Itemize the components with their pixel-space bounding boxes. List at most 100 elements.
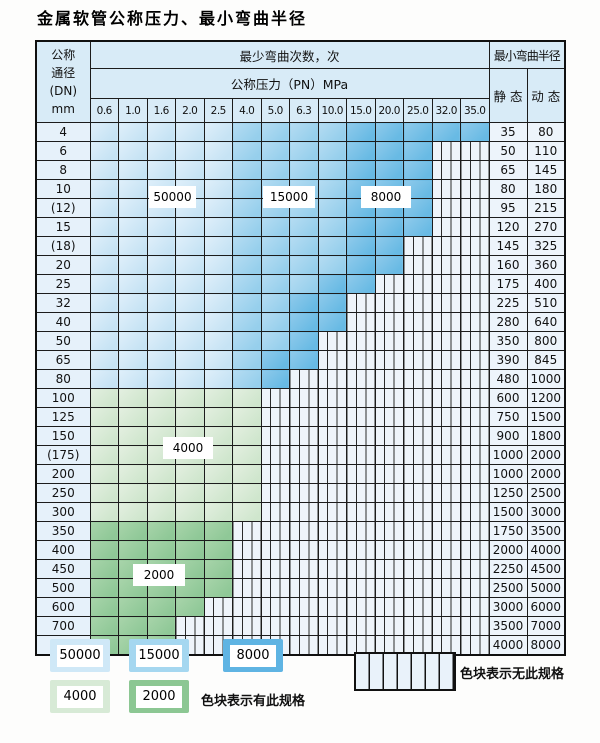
no-spec-cell: [403, 502, 433, 522]
no-spec-cell: [403, 483, 433, 503]
no-spec-cell: [260, 502, 290, 522]
spec-cell: [203, 198, 233, 218]
no-spec-cell: [460, 293, 490, 313]
no-spec-cell: [317, 559, 347, 579]
spec-cell: [146, 312, 176, 332]
band-label-4000: 4000: [163, 437, 213, 459]
spec-cell: [89, 122, 119, 142]
spec-cell: [118, 369, 148, 389]
spec-cell: [146, 464, 176, 484]
no-spec-cell: [403, 236, 433, 256]
static-radius-cell: 900: [488, 426, 528, 446]
legend-value: 4000: [57, 685, 103, 708]
spec-cell: [232, 160, 262, 180]
spec-cell: [89, 407, 119, 427]
spec-cell: [146, 502, 176, 522]
dn-cell: 450: [35, 559, 91, 579]
no-spec-cell: [317, 502, 347, 522]
dn-cell: (18): [35, 236, 91, 256]
no-spec-cell: [289, 483, 319, 503]
spec-cell: [146, 122, 176, 142]
spec-cell: [89, 160, 119, 180]
no-spec-cell: [317, 407, 347, 427]
spec-cell: [89, 141, 119, 161]
spec-cell: [89, 217, 119, 237]
spec-cell: [146, 521, 176, 541]
static-radius-cell: 35: [488, 122, 528, 142]
legend-swatch-8000: 8000: [223, 639, 283, 672]
no-spec-cell: [403, 521, 433, 541]
spec-cell: [232, 217, 262, 237]
table-header: 公称 通径 (DN) mm 最少弯曲次数，次 最小弯曲半径 公称压力（PN）MP…: [35, 40, 566, 123]
pressure-column-header: 15.0: [346, 98, 376, 123]
spec-cell: [175, 141, 205, 161]
no-spec-cell: [403, 540, 433, 560]
spec-cell: [89, 331, 119, 351]
dn-header-line: mm: [51, 102, 75, 116]
spec-cell: [146, 236, 176, 256]
no-spec-cell: [403, 616, 433, 636]
spec-cell: [346, 255, 376, 275]
no-spec-cell: [317, 369, 347, 389]
no-spec-cell: [431, 445, 461, 465]
dynamic-radius-cell: 180: [526, 179, 566, 199]
no-spec-cell: [431, 540, 461, 560]
static-radius-cell: 1500: [488, 502, 528, 522]
spec-cell: [232, 122, 262, 142]
dynamic-radius-cell: 80: [526, 122, 566, 142]
static-radius-cell: 1250: [488, 483, 528, 503]
no-spec-cell: [460, 521, 490, 541]
spec-cell: [260, 274, 290, 294]
spec-cell: [118, 331, 148, 351]
spec-cell: [374, 255, 404, 275]
no-spec-cell: [431, 198, 461, 218]
no-spec-cell: [460, 445, 490, 465]
spec-cell: [317, 293, 347, 313]
no-spec-cell: [260, 578, 290, 598]
no-spec-cell: [374, 521, 404, 541]
legend-no-spec-label: 色块表示无此规格: [460, 667, 565, 682]
spec-cell: [346, 141, 376, 161]
dynamic-radius-cell: 510: [526, 293, 566, 313]
no-spec-cell: [403, 255, 433, 275]
spec-cell: [232, 445, 262, 465]
dynamic-radius-cell: 640: [526, 312, 566, 332]
spec-cell: [374, 236, 404, 256]
spec-cell: [146, 369, 176, 389]
dynamic-radius-cell: 3000: [526, 502, 566, 522]
no-spec-cell: [460, 635, 490, 656]
spec-cell: [146, 255, 176, 275]
table-row: 15 120 270: [35, 217, 566, 237]
dynamic-radius-cell: 6000: [526, 597, 566, 617]
spec-cell: [232, 255, 262, 275]
no-spec-cell: [260, 445, 290, 465]
spec-cell: [175, 160, 205, 180]
no-spec-cell: [260, 483, 290, 503]
spec-cell: [203, 407, 233, 427]
no-spec-cell: [403, 293, 433, 313]
table-row: 8 65 145: [35, 160, 566, 180]
static-radius-cell: 2000: [488, 540, 528, 560]
spec-cell: [175, 540, 205, 560]
spec-cell: [89, 502, 119, 522]
table-row: 300 1500 3000: [35, 502, 566, 522]
no-spec-cell: [232, 540, 262, 560]
legend-no-spec-swatch: [354, 652, 456, 691]
legend-value: 15000: [136, 644, 182, 667]
spec-cell: [89, 312, 119, 332]
spec-cell: [232, 483, 262, 503]
dn-header-line: 通径: [51, 66, 76, 80]
no-spec-cell: [374, 559, 404, 579]
spec-cell: [118, 464, 148, 484]
spec-cell: [118, 312, 148, 332]
pressure-column-header: 1.6: [146, 98, 176, 123]
pressure-column-header: 0.6: [89, 98, 119, 123]
table-row: 4 35 80: [35, 122, 566, 142]
spec-cell: [289, 122, 319, 142]
no-spec-cell: [232, 559, 262, 579]
spec-cell: [118, 274, 148, 294]
no-spec-cell: [460, 312, 490, 332]
spec-cell: [203, 141, 233, 161]
spec-cell: [260, 122, 290, 142]
no-spec-cell: [460, 616, 490, 636]
